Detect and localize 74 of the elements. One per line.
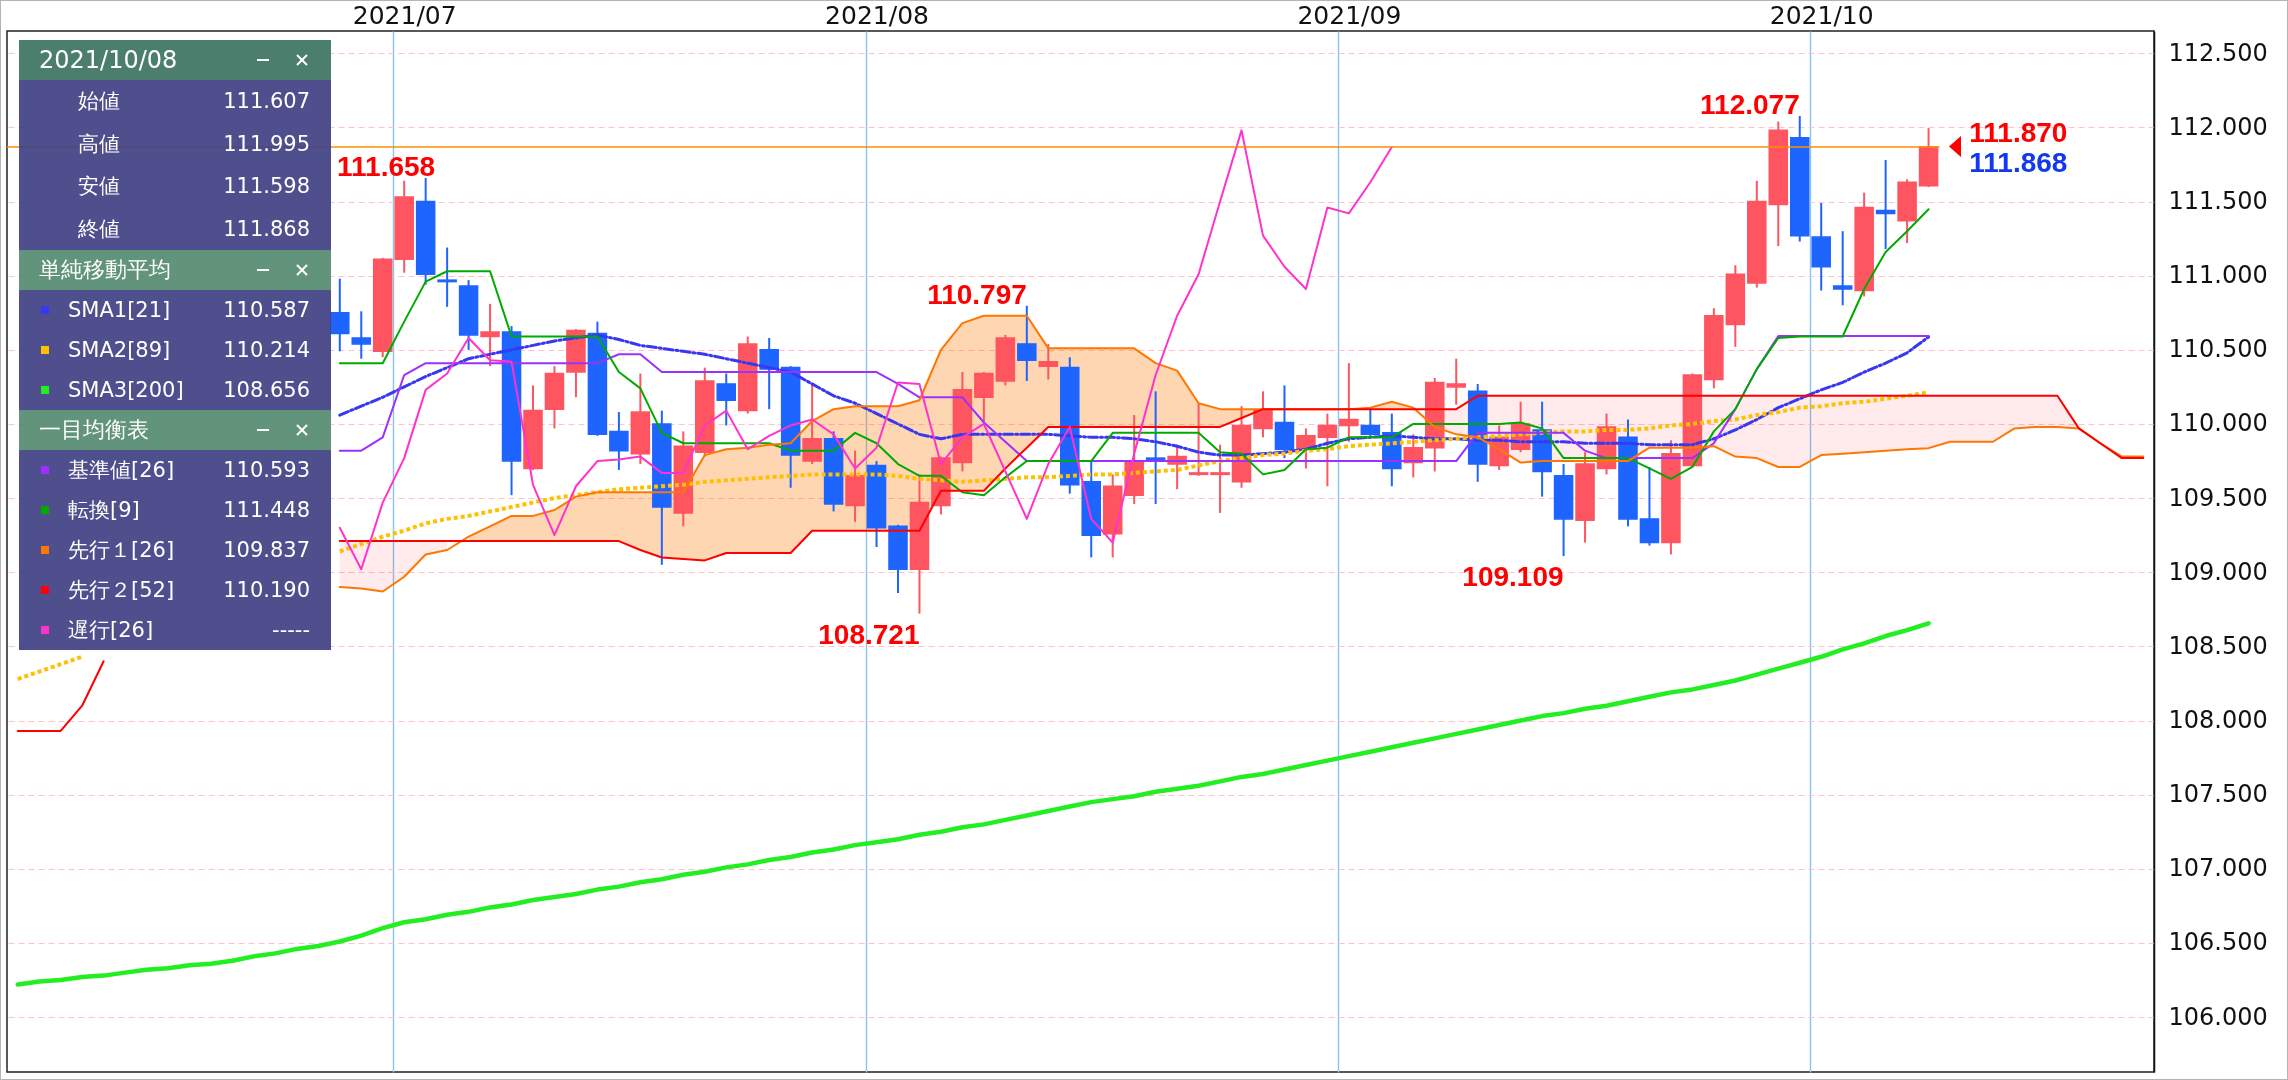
annotation: 110.190 <box>223 577 310 602</box>
y-tick-label: 111.500 <box>2168 187 2268 216</box>
legend-label: SMA1[21] <box>68 297 171 322</box>
candlestick <box>437 246 457 308</box>
y-tick-label: 106.000 <box>2168 1002 2268 1031</box>
x-tick-label: 2021/08 <box>825 0 929 30</box>
annotation: 110.214 <box>223 337 310 362</box>
annotation: 111.448 <box>223 497 310 522</box>
candlestick <box>1253 390 1273 439</box>
annotation: 2021/10/08 <box>39 46 178 74</box>
candlestick <box>1145 390 1166 506</box>
text: 111.658 <box>337 151 436 183</box>
legend-label: SMA2[89] <box>68 337 171 362</box>
annotation: 終値 <box>78 216 120 241</box>
candlestick <box>1339 362 1359 443</box>
annotation: 110.593 <box>223 457 310 482</box>
annotation: 111.870 <box>1969 116 2068 148</box>
candlestick <box>1038 342 1059 381</box>
annotation: 始値 <box>78 88 120 113</box>
annotation: 一目均衡表 <box>39 417 149 442</box>
candlestick <box>1017 304 1037 382</box>
x-tick-label: 2021/09 <box>1297 0 1402 30</box>
line-series <box>338 208 1930 497</box>
candlestick <box>351 310 372 360</box>
candlestick <box>1317 412 1338 488</box>
text: 112.077 <box>1700 88 1800 120</box>
text: 110.797 <box>927 278 1027 310</box>
annotation: 安値 <box>78 173 120 198</box>
line-series <box>338 314 2145 593</box>
legend-label: 遅行[26] <box>68 617 154 642</box>
annotation: 単純移動平均 <box>39 257 171 282</box>
candlestick <box>1210 443 1230 514</box>
legend-label: 基準値[26] <box>68 457 175 482</box>
annotation: 108.656 <box>223 377 310 402</box>
annotation: 高値 <box>78 131 120 156</box>
candlestick <box>716 372 737 427</box>
annotation: 110.587 <box>223 297 310 322</box>
candlestick <box>974 371 994 424</box>
y-tick-label: 108.000 <box>2168 706 2268 735</box>
y-tick-label: 112.000 <box>2168 112 2268 141</box>
y-tick-label: 109.500 <box>2168 483 2268 512</box>
annotation: 111.868 <box>223 216 310 241</box>
y-tick-label: 110.000 <box>2168 409 2268 438</box>
candlestick <box>802 382 822 466</box>
line-series <box>15 621 1931 987</box>
text: 109.109 <box>1462 561 1564 593</box>
y-tick-label: 106.500 <box>2168 928 2268 957</box>
line-series <box>338 129 1393 571</box>
candlestick <box>330 277 350 353</box>
y-tick-label: 111.000 <box>2168 261 2268 290</box>
y-tick-label: 107.500 <box>2168 780 2268 809</box>
legend-label: SMA3[200] <box>68 377 184 402</box>
ref-line-label: 111.868 <box>1969 146 2068 178</box>
candlestick <box>609 411 629 471</box>
candlestick <box>480 302 500 368</box>
legend-label: 先行２[52] <box>68 577 175 602</box>
annotation: 111.995 <box>223 131 310 156</box>
y-tick-label: 112.500 <box>2168 38 2268 67</box>
candlestick <box>759 336 779 411</box>
legend-label: 転換[9] <box>68 497 140 522</box>
candlestick <box>1188 402 1209 477</box>
annotation: 111.598 <box>223 173 310 198</box>
annotation: 111.607 <box>223 88 310 113</box>
legend-label: 先行１[26] <box>68 537 175 562</box>
annotation: ----- <box>272 617 310 642</box>
y-tick-label: 107.000 <box>2168 854 2268 883</box>
candlestick <box>1832 230 1853 307</box>
y-tick-label: 110.500 <box>2168 335 2268 364</box>
x-tick-label: 2021/07 <box>352 0 457 30</box>
x-tick-label: 2021/10 <box>1769 0 1874 30</box>
annotation: 109.837 <box>223 537 310 562</box>
text: 108.721 <box>818 618 920 650</box>
y-tick-label: 108.500 <box>2168 631 2268 660</box>
y-tick-label: 109.000 <box>2168 557 2268 586</box>
